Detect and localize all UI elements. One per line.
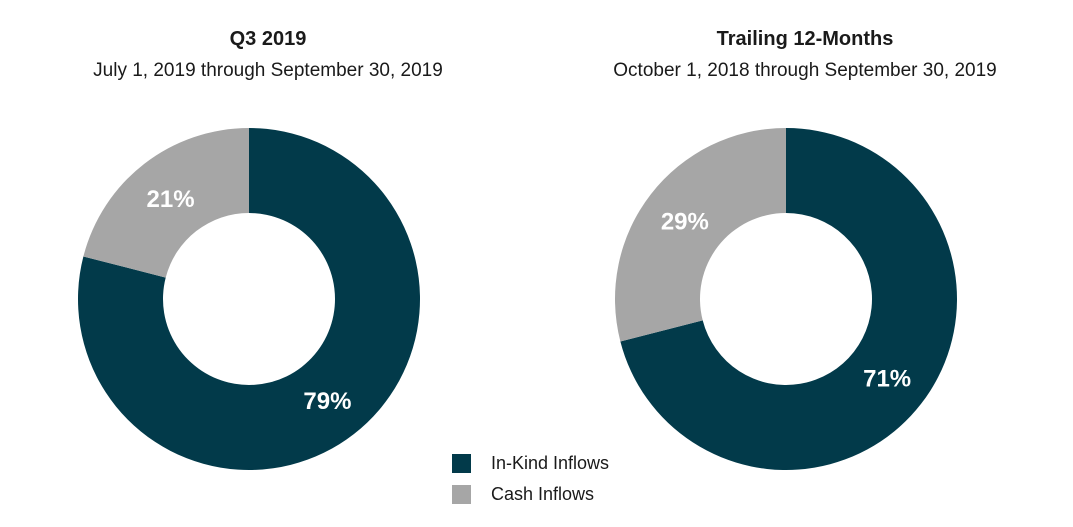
legend-swatch [452,454,471,473]
slice-in-kind-inflows [620,128,957,470]
legend-item-in-kind: In-Kind Inflows [452,448,609,479]
legend-label: In-Kind Inflows [491,453,610,473]
slice-label: 79% [303,388,351,415]
donut-svg: 71% 29% [615,128,957,470]
donut-chart-ttm: Trailing 12-Months October 1, 2018 throu… [537,0,1073,527]
donut-svg: 79% 21% [77,128,420,470]
slice-cash-inflows [615,128,786,342]
legend-swatch [452,485,471,504]
chart-title: Q3 2019 [229,28,307,50]
legend-item-cash: Cash Inflows [452,479,609,510]
chart-subtitle: July 1, 2019 through September 30, 2019 [93,60,443,81]
slice-cash-inflows [83,128,249,278]
donut-chart-q3: Q3 2019 July 1, 2019 through September 3… [0,0,536,527]
slice-in-kind-inflows [77,128,420,470]
legend: In-Kind Inflows Cash Inflows [452,448,609,510]
chart-title: Trailing 12-Months [716,28,894,50]
slice-label: 71% [863,365,911,392]
slice-label: 21% [147,186,195,213]
chart-subtitle: October 1, 2018 through September 30, 20… [613,60,997,81]
legend-label: Cash Inflows [491,484,595,504]
slice-label: 29% [661,209,709,236]
